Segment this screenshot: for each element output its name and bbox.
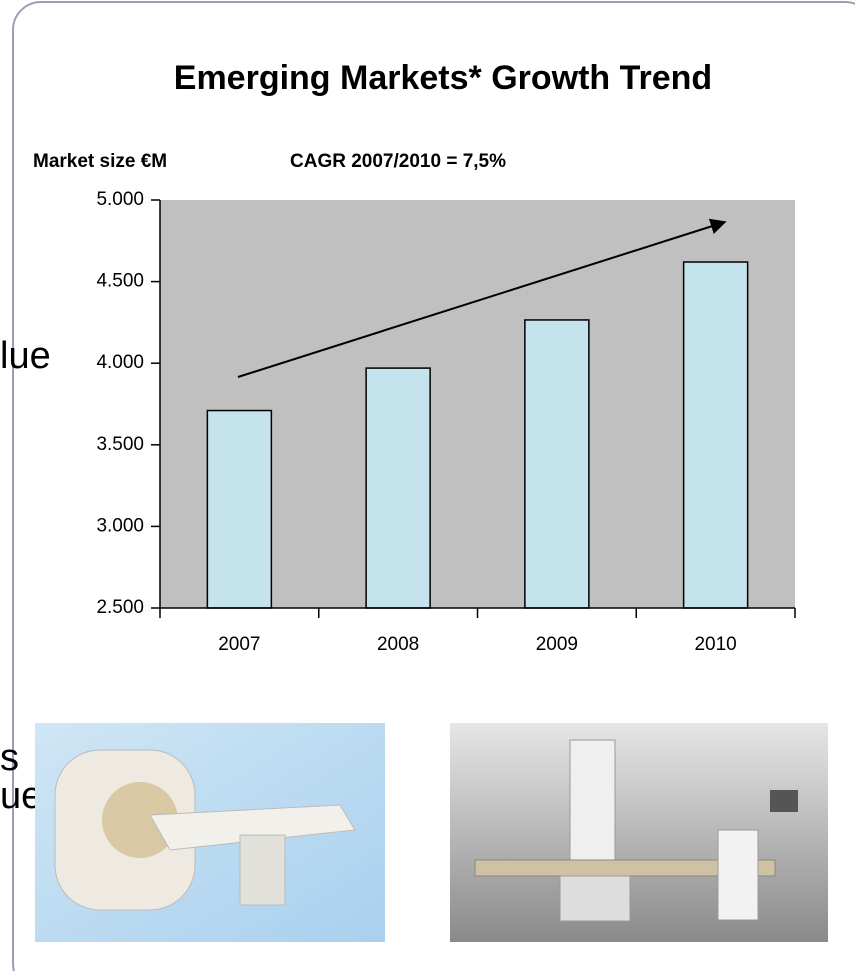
- bar: [365, 367, 431, 609]
- y-tick-label: 4.000: [96, 352, 144, 373]
- annotation: CAGR 2007/2010 = 7,5%: [290, 151, 506, 172]
- y-tick-label: 3.500: [96, 434, 144, 455]
- x-tick-label: 2010: [694, 634, 736, 655]
- chart-title: Emerging Markets* Growth Trend: [174, 59, 712, 97]
- y-tick-label: 4.500: [96, 271, 144, 292]
- xray-photo: [450, 723, 828, 942]
- bar: [524, 319, 590, 609]
- ct-photo: [35, 723, 385, 942]
- x-tick-label: 2008: [377, 634, 419, 655]
- y-axis-label: Market size €M: [33, 151, 167, 172]
- background-text: lue: [0, 335, 51, 377]
- bar: [682, 261, 749, 609]
- x-tick-label: 2007: [218, 634, 260, 655]
- y-tick-label: 5.000: [96, 189, 144, 210]
- trend-arrow: [237, 218, 727, 378]
- x-tick-label: 2009: [536, 634, 578, 655]
- bar: [206, 409, 273, 609]
- y-tick-label: 3.000: [96, 515, 144, 536]
- background-text: s: [0, 737, 19, 779]
- y-tick-label: 2.500: [96, 597, 144, 618]
